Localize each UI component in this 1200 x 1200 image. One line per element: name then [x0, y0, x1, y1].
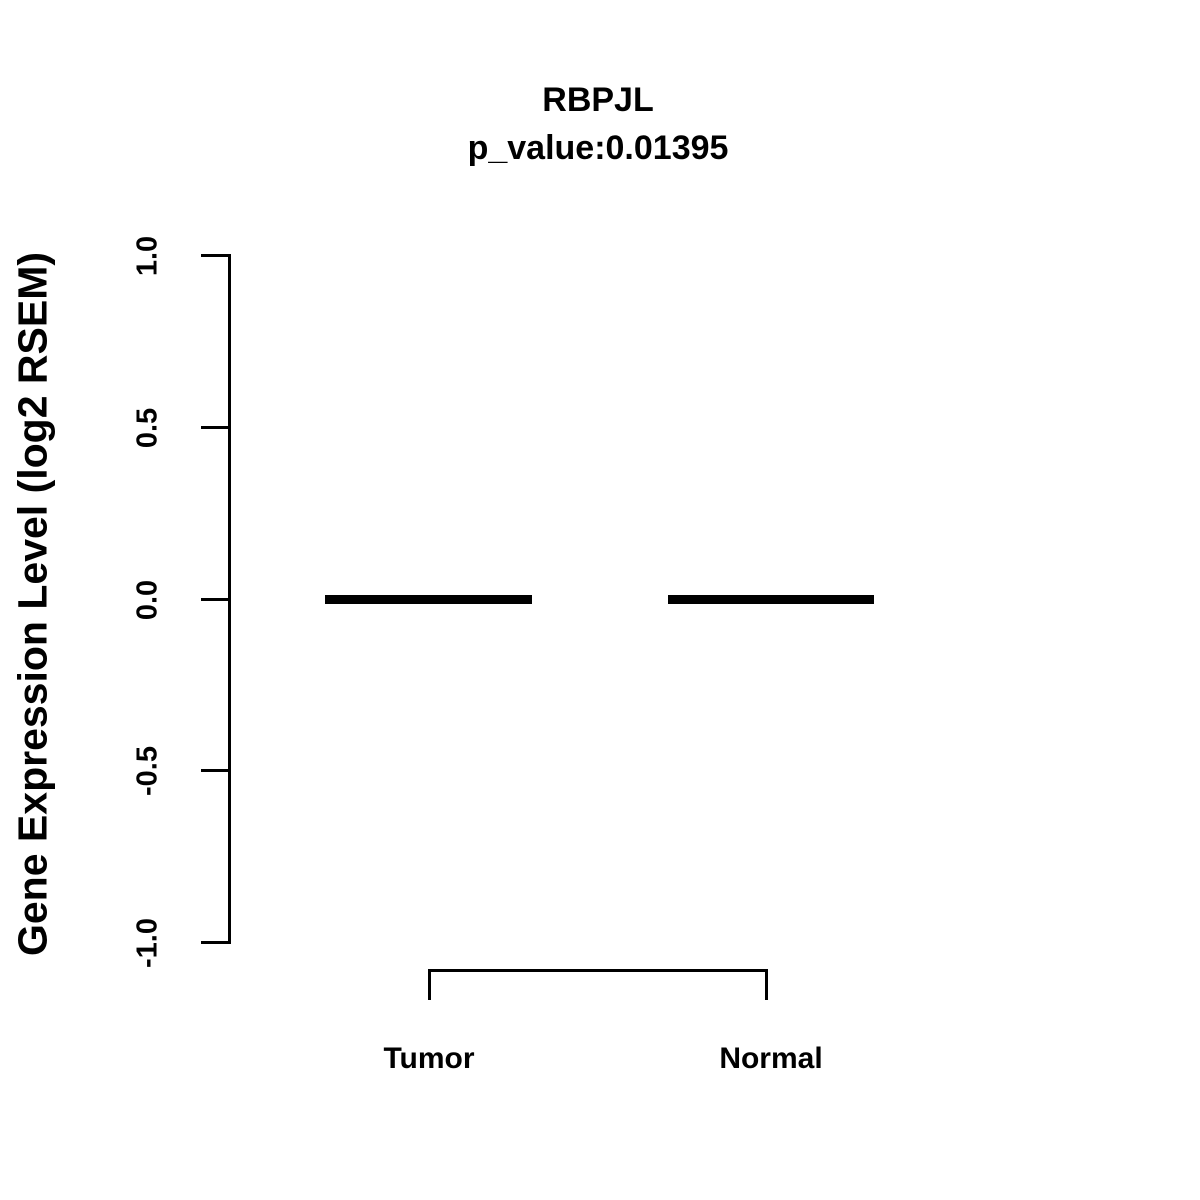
chart-title-gene: RBPJL: [542, 81, 654, 119]
tumor-median-line: [325, 595, 532, 604]
y-axis-tick-label: -1.0: [131, 918, 164, 968]
group-label-normal: Normal: [719, 1042, 823, 1075]
y-axis-tick-label: 0.5: [131, 407, 164, 449]
y-axis-tick-mark: [201, 598, 230, 601]
normal-median-line: [668, 595, 874, 604]
y-axis-tick-mark: [201, 254, 230, 257]
y-axis-tick-label: 0.0: [131, 579, 164, 621]
y-axis-tick-label: 1.0: [131, 235, 164, 277]
chart-title-block: RBPJL p_value:0.01395: [0, 76, 1196, 172]
y-axis-tick-mark: [201, 426, 230, 429]
chart-title-pvalue: p_value:0.01395: [467, 129, 729, 167]
y-axis-tick-mark: [201, 769, 230, 772]
y-axis-label: Gene Expression Level (log2 RSEM): [9, 251, 56, 957]
y-axis-tick-label: -0.5: [131, 746, 164, 796]
group-label-tumor: Tumor: [383, 1042, 475, 1075]
comparison-bracket: [428, 969, 768, 1000]
y-axis-tick-mark: [201, 941, 230, 944]
